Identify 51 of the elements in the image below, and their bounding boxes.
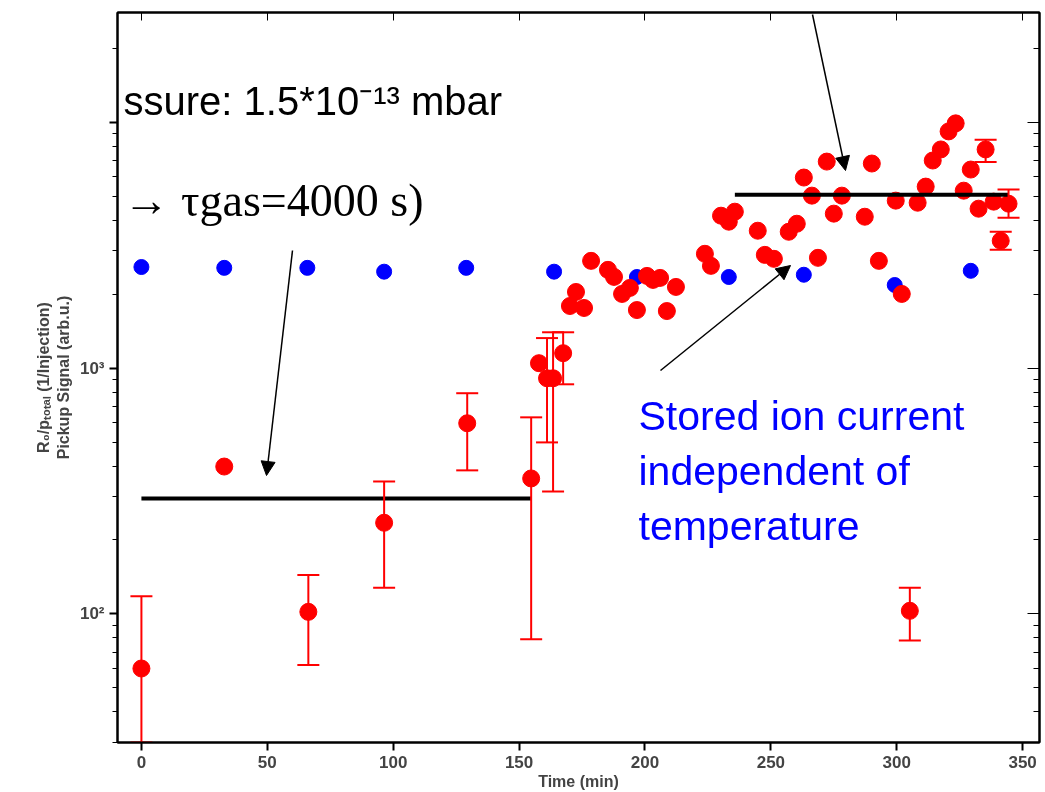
annotation: ssure: 1.5*10⁻¹³ mbar [123,78,503,123]
point [725,202,744,221]
annotation: Stored ion current independent of temperature [638,392,966,549]
point [299,259,316,276]
point [582,251,601,270]
point [946,114,965,133]
x-tick-label: 100 [379,752,408,772]
point [701,256,720,275]
point [376,263,393,280]
y-tick-label: 10² [79,604,105,624]
point [666,277,685,296]
point [458,259,475,276]
point [748,221,767,240]
annotation: → τgas=4000 s) [123,175,424,226]
point [892,284,911,303]
point [605,267,623,286]
x-axis-title: Time (min) [538,772,619,790]
point [969,199,988,218]
point [216,259,233,276]
x-tick-label: 200 [630,752,660,772]
point [869,251,888,270]
point [862,154,881,173]
point [546,263,563,280]
point [787,214,806,233]
point [931,140,950,159]
point [764,249,783,268]
point [657,302,676,321]
x-tick-label: 0 [136,752,147,772]
x-tick-label: 50 [257,752,277,772]
point [855,207,874,226]
x-tick-label: 150 [504,752,534,772]
point [794,168,813,187]
point [575,298,594,317]
point [961,160,980,179]
y-axis-title: R₀/pₜₒₜₐₗ (1/Injection) Pickup Signal (arb.u.) [34,295,72,460]
point [620,278,639,297]
point [215,457,234,476]
x-tick-label: 300 [882,752,911,772]
point [962,262,979,279]
point [817,152,836,171]
point [795,266,812,283]
point [133,259,150,276]
point [824,204,843,223]
point [720,269,737,285]
point [627,301,646,320]
x-tick-label: 250 [756,752,786,772]
point [808,248,827,267]
point [529,354,548,373]
point [566,283,585,301]
x-tick-label: 350 [1008,752,1037,772]
y-tick-label: 10³ [79,358,105,378]
